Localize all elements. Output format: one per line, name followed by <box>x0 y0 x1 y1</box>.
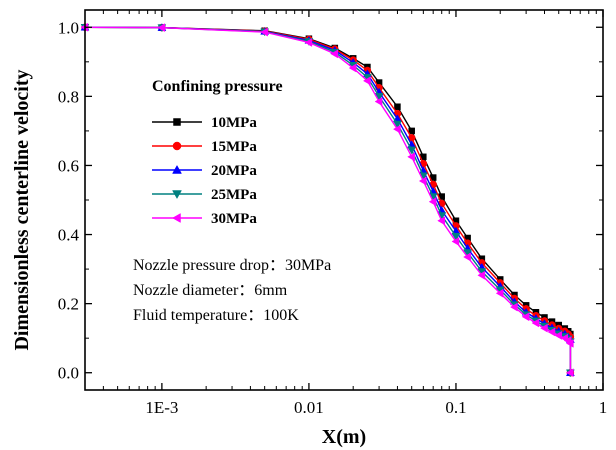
y-tick-label: 0.2 <box>58 295 79 314</box>
data-point <box>348 63 357 73</box>
data-point <box>304 38 313 47</box>
x-tick-label: 0.01 <box>294 398 324 417</box>
data-point <box>428 197 437 207</box>
data-point <box>407 146 417 155</box>
annotation-fluid-temperature: Fluid temperature：100K <box>133 307 299 324</box>
series-25MPa <box>80 24 575 378</box>
data-point <box>521 312 530 322</box>
legend-title: Confining pressure <box>152 78 283 95</box>
data-point <box>394 103 401 110</box>
data-point <box>565 338 574 348</box>
data-point <box>408 127 415 135</box>
legend-item: 30MPa <box>152 211 257 227</box>
legend-item: 20MPa <box>152 163 257 179</box>
x-tick-label: 0.1 <box>445 398 466 417</box>
data-point <box>565 368 574 378</box>
data-point <box>374 97 383 106</box>
legend-item: 25MPa <box>152 187 257 203</box>
legend-label: 25MPa <box>211 187 257 203</box>
x-tick-label: 1E-3 <box>145 398 178 417</box>
legend-swatch-marker <box>172 141 182 151</box>
data-point <box>495 288 504 298</box>
data-point <box>157 23 166 33</box>
data-point <box>463 252 471 262</box>
data-point <box>547 327 556 337</box>
y-tick-label: 0.6 <box>58 156 79 175</box>
data-point <box>463 249 473 258</box>
x-tick-label: 1 <box>599 398 608 417</box>
data-point <box>260 27 268 37</box>
series-30MPa <box>80 22 574 378</box>
data-point <box>531 318 540 328</box>
data-point <box>437 216 445 226</box>
legend-item: 10MPa <box>152 115 257 131</box>
legend-swatch-marker <box>171 213 181 223</box>
legend-swatch-marker <box>172 190 182 200</box>
data-point <box>451 233 461 241</box>
data-point <box>554 330 562 340</box>
data-point <box>477 270 486 280</box>
series-layer <box>80 22 575 378</box>
data-point <box>330 49 339 59</box>
data-point <box>539 323 548 333</box>
legend-item: 15MPa <box>152 139 257 155</box>
data-point <box>362 76 371 86</box>
annotations: Nozzle pressure drop：30MPa Nozzle diamet… <box>133 257 331 324</box>
legend-swatch-marker <box>173 118 181 126</box>
data-point <box>392 124 401 134</box>
ticks-layer: 1E-3 0.01 0.1 1 0.0 0.2 0.4 0.6 0.8 1.0 <box>58 10 608 417</box>
data-point <box>418 176 427 186</box>
y-tick-label: 0.0 <box>58 364 79 383</box>
data-point <box>509 302 518 312</box>
legend: Confining pressure 10MPa 15MPa 20MPa 25MPa 3… <box>152 78 283 227</box>
legend-label: 30MPa <box>211 211 257 227</box>
legend-label: 10MPa <box>211 115 257 131</box>
annotation-nozzle-diameter: Nozzle diameter：6mm <box>133 282 288 299</box>
data-point <box>393 120 402 129</box>
y-axis-title: Dimensionless centerline velocity <box>11 69 33 350</box>
y-tick-label: 0.8 <box>58 87 79 106</box>
y-tick-label: 0.4 <box>58 226 80 245</box>
annotation-pressure-drop: Nozzle pressure drop：30MPa <box>133 257 331 274</box>
legend-label: 20MPa <box>211 163 257 179</box>
legend-label: 15MPa <box>211 139 257 155</box>
data-point <box>451 237 460 246</box>
x-axis-title: X(m) <box>322 426 366 448</box>
data-point <box>407 152 415 162</box>
legend-swatch-marker <box>172 164 182 174</box>
plot-frame <box>84 9 604 391</box>
y-tick-label: 1.0 <box>58 18 79 37</box>
